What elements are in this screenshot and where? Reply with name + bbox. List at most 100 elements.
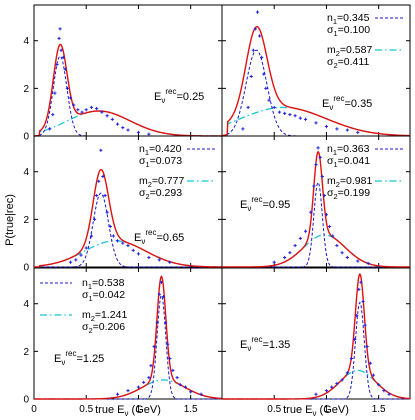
data-point [126,128,130,132]
total-fit-line [34,168,222,268]
data-point [314,121,318,125]
data-point [84,108,88,112]
total-fit-line [34,275,223,400]
data-point [327,224,332,229]
y-tick-label: 0 [23,395,29,406]
data-point [345,128,349,132]
panel-frame [33,135,223,268]
data-point [152,345,156,349]
x-tick-label: 0.5 [267,404,281,415]
total-fit-line [222,273,411,400]
data-point [136,252,141,256]
data-point [262,72,266,76]
y-tick-label: 4 [23,167,29,178]
data-point [320,174,324,179]
data-point [105,210,109,214]
legend-entry: σ1=0.041 [327,155,370,169]
legend-entry: m2=0.777 [139,175,184,189]
data-point [330,385,334,389]
data-point [241,127,245,131]
data-point [53,91,57,95]
data-point [89,234,94,238]
total-fit-line [221,25,411,137]
data-point [157,292,161,296]
data-point [111,234,115,238]
data-point [80,110,84,114]
data-point [324,124,329,129]
data-point [74,258,78,262]
legend-entry: σ2=0.293 [139,187,182,201]
data-point [316,146,320,150]
data-point [48,127,52,131]
data-point [357,287,361,292]
data-point [72,103,76,107]
y-tick-label: 4 [23,36,29,47]
data-point [58,27,62,31]
wide-component-line [34,110,222,137]
data-point [126,389,130,393]
data-point [95,193,99,198]
data-point [131,248,135,252]
legend-entry: m2=1.241 [82,309,127,323]
x-tick-label: 1 [136,404,142,415]
data-point [59,48,63,52]
legend-entry: n1=0.363 [327,143,370,157]
data-point [121,241,125,245]
data-point [110,117,114,121]
data-point [249,74,253,79]
legend-entry: n1=0.345 [327,12,370,26]
data-point [105,114,109,118]
x-tick-label: 1.5 [372,404,386,415]
data-point [136,385,141,389]
data-point [309,210,313,214]
data-point [147,255,151,260]
data-point [175,375,179,380]
x-tick-label: 1.5 [184,404,198,415]
data-point [142,380,146,384]
data-point [115,392,120,396]
data-point [335,127,339,131]
data-point [115,239,120,243]
data-point [366,261,370,266]
data-point [356,130,360,135]
energy-label: Eνrec=0.35 [322,94,372,112]
legend-entry: m2=0.587 [327,44,372,58]
data-point [121,126,125,130]
legend-entry: σ2=0.411 [327,56,369,70]
data-point [335,381,339,386]
data-point [345,255,349,260]
y-tick-label: 0 [23,132,29,143]
data-point [199,392,203,396]
total-fit-line [222,150,410,268]
data-point [365,345,369,349]
data-point [166,342,170,346]
data-point [298,236,302,241]
data-point [95,107,99,111]
data-point [101,174,105,179]
y-tick-label: 2 [23,215,29,226]
panel-frame [221,135,411,268]
data-point [103,193,107,198]
data-point [100,110,104,114]
data-point [293,243,297,248]
data-point [68,96,73,100]
data-point [260,55,264,59]
data-point [349,356,354,361]
energy-label: Eνrec=1.35 [240,335,290,353]
data-point [377,383,381,387]
x-tick-label: 0 [31,404,37,415]
data-point [335,243,339,248]
data-point [51,112,55,117]
data-point [340,378,344,382]
data-point [155,321,159,325]
data-point [293,114,297,118]
energy-label: Eνrec=0.25 [154,87,204,105]
data-point [76,108,80,112]
x-axis-label-right: true Eν (GeV) [283,404,349,418]
data-point [363,323,367,327]
data-point [147,375,151,380]
data-point [161,294,166,299]
x-axis-label-left: true Eν (GeV) [95,404,161,418]
